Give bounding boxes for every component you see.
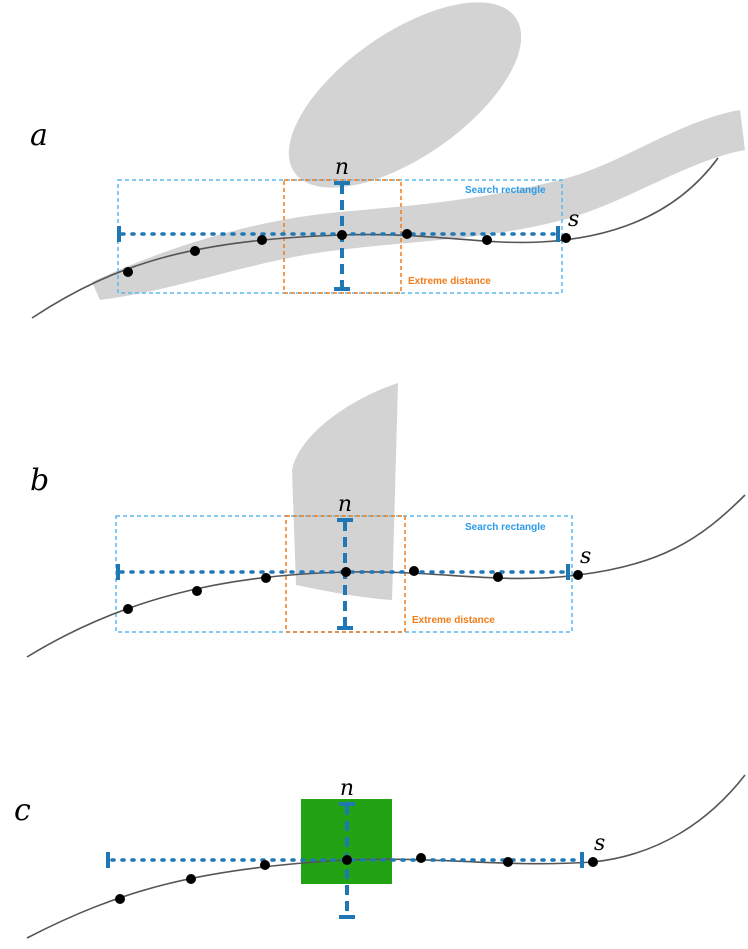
- diagram: a n s Search rectangle Extreme distance …: [0, 0, 748, 949]
- point: [123, 267, 133, 277]
- point: [115, 894, 125, 904]
- end-label: s: [580, 544, 591, 569]
- search-label: Search rectangle: [465, 185, 546, 196]
- end-label: s: [568, 207, 579, 232]
- point: [416, 853, 426, 863]
- point: [342, 855, 352, 865]
- panel-b: b n s Search rectangle Extreme distance: [27, 383, 745, 657]
- node-label: n: [338, 492, 352, 517]
- point: [192, 586, 202, 596]
- panel-label: a: [30, 118, 48, 153]
- point: [402, 229, 412, 239]
- page: a n s Search rectangle Extreme distance …: [0, 0, 748, 949]
- end-label: s: [594, 831, 605, 856]
- point: [573, 570, 583, 580]
- point: [493, 572, 503, 582]
- point: [341, 567, 351, 577]
- point: [503, 857, 513, 867]
- search-label: Search rectangle: [465, 522, 546, 533]
- panel-label: c: [14, 793, 31, 828]
- panel-c: c n s: [14, 775, 745, 938]
- point: [561, 233, 571, 243]
- point: [409, 566, 419, 576]
- point: [337, 230, 347, 240]
- point: [482, 235, 492, 245]
- point: [257, 235, 267, 245]
- point: [261, 573, 271, 583]
- point: [260, 860, 270, 870]
- point: [190, 246, 200, 256]
- point: [186, 874, 196, 884]
- panel-a: a n s Search rectangle Extreme distance: [30, 0, 745, 318]
- node-label: n: [340, 776, 354, 801]
- panel-label: b: [30, 463, 49, 498]
- node-label: n: [335, 155, 349, 180]
- point: [123, 604, 133, 614]
- extreme-label: Extreme distance: [412, 615, 495, 626]
- extreme-label: Extreme distance: [408, 276, 491, 287]
- point: [588, 857, 598, 867]
